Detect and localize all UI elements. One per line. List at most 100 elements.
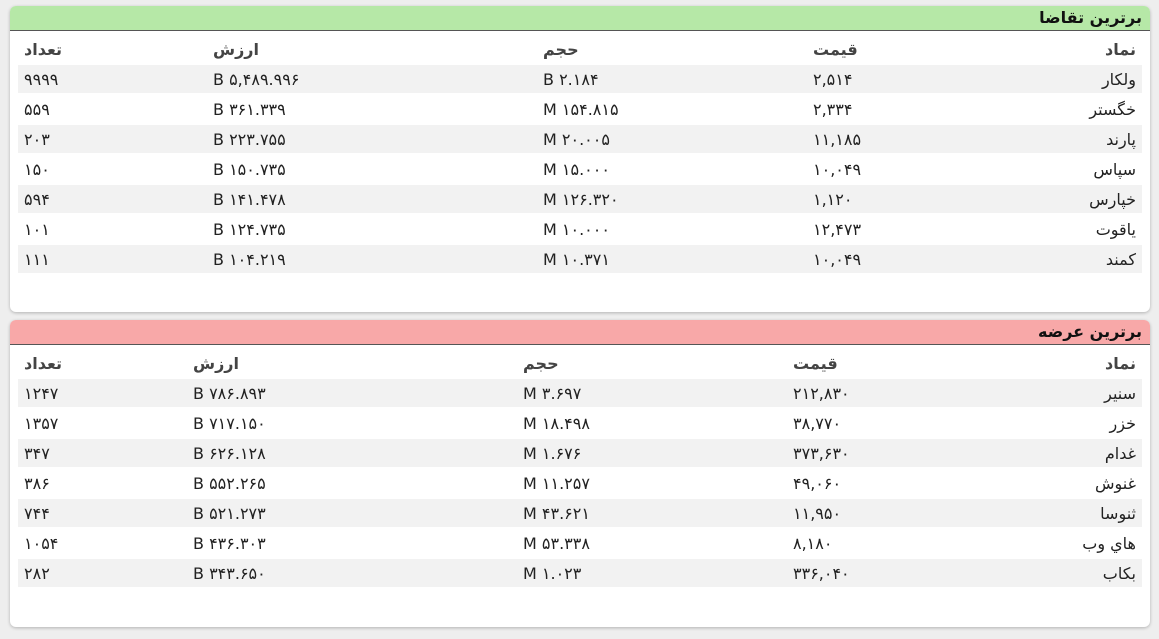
cell-value: ۵,۴۸۹.۹۹۶ B [207,65,537,93]
table-row[interactable]: ولكار ۲,۵۱۴ ۲.۱۸۴ B ۵,۴۸۹.۹۹۶ B ۹۹۹۹ [18,65,1142,93]
cell-count: ۵۵۹ [24,99,50,119]
cell-volume: ۵۳.۳۳۸ M [523,533,590,553]
cell-price: ۲,۳۳۴ [813,99,853,119]
cell-value: ۵۲۱.۲۷۳ B [187,499,517,527]
cell-symbol: خزر [1109,413,1136,433]
cell-count: ۲۰۳ [18,125,207,153]
cell-symbol: غدام [982,439,1142,467]
cell-value: ۱۲۴.۷۳۵ B [213,219,286,239]
cell-volume: ۲.۱۸۴ B [537,65,807,93]
top-supply-panel: برترين عرضه نماد قيمت حجم ارزش تعداد سني… [10,320,1150,627]
cell-count: ۳۸۶ [24,473,50,493]
cell-symbol: ياقوت [1095,219,1136,239]
cell-count: ۷۴۴ [18,499,187,527]
cell-price: ۲,۵۱۴ [807,65,982,93]
cell-price: ۳۳۶,۰۴۰ [787,559,982,587]
cell-volume: ۱۰.۰۰۰ M [543,219,610,239]
table-row[interactable]: سنير ۲۱۲,۸۳۰ ۳.۶۹۷ M ۷۸۶.۸۹۳ B ۱۲۴۷ [18,379,1142,407]
cell-value: ۶۲۶.۱۲۸ B [187,439,517,467]
cell-count: ۱۱۱ [18,245,207,273]
table-row[interactable]: بكاب ۳۳۶,۰۴۰ ۱.۰۲۳ M ۳۴۳.۶۵۰ B ۲۸۲ [18,559,1142,587]
top-demand-panel: برترين تقاضا نماد قيمت حجم ارزش تعداد ول… [10,6,1150,312]
cell-value: ۱۵۰.۷۳۵ B [213,159,286,179]
cell-value: ۲۲۳.۷۵۵ B [207,125,537,153]
cell-volume: ۲۰.۰۰۵ M [537,125,807,153]
cell-count: ۱۵۰ [24,159,50,179]
cell-volume: ۱۲۶.۳۲۰ M [537,185,807,213]
cell-volume: ۱۱.۲۵۷ M [523,473,590,493]
cell-price: ۳۷۳,۶۳۰ [787,439,982,467]
top-demand-table: نماد قيمت حجم ارزش تعداد ولكار ۲,۵۱۴ ۲.۱۸۴… [18,33,1142,275]
cell-symbol: خپارس [982,185,1142,213]
cell-volume: ۱.۰۲۳ M [517,559,787,587]
table-row[interactable]: كمند ۱۰,۰۴۹ ۱۰.۳۷۱ M ۱۰۴.۲۱۹ B ۱۱۱ [18,245,1142,273]
table-row[interactable]: غنوش ۴۹,۰۶۰ ۱۱.۲۵۷ M ۵۵۲.۲۶۵ B ۳۸۶ [18,469,1142,497]
table-row[interactable]: خزر ۳۸,۷۷۰ ۱۸.۴۹۸ M ۷۱۷.۱۵۰ B ۱۳۵۷ [18,409,1142,437]
column-header-symbol: نماد [1105,353,1136,373]
cell-value: ۷۱۷.۱۵۰ B [193,413,266,433]
table-row[interactable]: سپاس ۱۰,۰۴۹ ۱۵.۰۰۰ M ۱۵۰.۷۳۵ B ۱۵۰ [18,155,1142,183]
cell-value: ۵۵۲.۲۶۵ B [193,473,266,493]
cell-symbol: پارند [982,125,1142,153]
table-row[interactable]: غدام ۳۷۳,۶۳۰ ۱.۶۷۶ M ۶۲۶.۱۲۸ B ۳۴۷ [18,439,1142,467]
cell-symbol: كمند [982,245,1142,273]
column-header-value: ارزش [213,39,259,59]
table-row[interactable]: ياقوت ۱۲,۴۷۳ ۱۰.۰۰۰ M ۱۲۴.۷۳۵ B ۱۰۱ [18,215,1142,243]
cell-volume: ۱۵۴.۸۱۵ M [543,99,619,119]
cell-volume: ۱.۶۷۶ M [517,439,787,467]
top-demand-title: برترين تقاضا [10,6,1150,31]
cell-symbol: غنوش [1095,473,1136,493]
cell-price: ۱۱,۱۸۵ [807,125,982,153]
cell-count: ۵۹۴ [18,185,207,213]
cell-price: ۲۱۲,۸۳۰ [787,379,982,407]
cell-price: ۱,۱۲۰ [807,185,982,213]
cell-count: ۳۴۷ [18,439,187,467]
cell-symbol: خگستر [1089,99,1136,119]
table-row[interactable]: هاي وب ۸,۱۸۰ ۵۳.۳۳۸ M ۴۳۶.۳۰۳ B ۱۰۵۴ [18,529,1142,557]
cell-count: ۹۹۹۹ [18,65,207,93]
cell-count: ۱۳۵۷ [24,413,59,433]
cell-count: ۲۸۲ [18,559,187,587]
cell-price: ۱۱,۹۵۰ [787,499,982,527]
column-header-price: قيمت [793,353,838,373]
top-supply-title: برترين عرضه [10,320,1150,345]
cell-count: ۱۰۵۴ [24,533,59,553]
cell-symbol: ولكار [982,65,1142,93]
column-header-count: تعداد [24,353,62,373]
cell-volume: ۱۰.۳۷۱ M [537,245,807,273]
column-header-count: تعداد [24,39,62,59]
cell-symbol: بكاب [982,559,1142,587]
table-row[interactable]: خپارس ۱,۱۲۰ ۱۲۶.۳۲۰ M ۱۴۱.۴۷۸ B ۵۹۴ [18,185,1142,213]
cell-symbol: سنير [982,379,1142,407]
cell-symbol: سپاس [1093,159,1136,179]
column-header-symbol: نماد [1105,39,1136,59]
column-header-price: قيمت [813,39,858,59]
cell-price: ۴۹,۰۶۰ [793,473,842,493]
cell-value: ۱۴۱.۴۷۸ B [207,185,537,213]
cell-value: ۳۶۱.۳۳۹ B [213,99,286,119]
cell-volume: ۳.۶۹۷ M [517,379,787,407]
cell-price: ۸,۱۸۰ [793,533,833,553]
cell-price: ۱۰,۰۴۹ [807,245,982,273]
cell-price: ۱۲,۴۷۳ [813,219,862,239]
top-supply-table: نماد قيمت حجم ارزش تعداد سنير ۲۱۲,۸۳۰ ۳.۶۹… [18,347,1142,589]
cell-symbol: ثنوسا [982,499,1142,527]
cell-value: ۱۰۴.۲۱۹ B [207,245,537,273]
table-row[interactable]: پارند ۱۱,۱۸۵ ۲۰.۰۰۵ M ۲۲۳.۷۵۵ B ۲۰۳ [18,125,1142,153]
cell-volume: ۱۵.۰۰۰ M [543,159,610,179]
cell-price: ۱۰,۰۴۹ [813,159,862,179]
cell-symbol: هاي وب [1082,533,1136,553]
cell-count: ۱۰۱ [24,219,50,239]
cell-volume: ۱۸.۴۹۸ M [523,413,590,433]
cell-price: ۳۸,۷۷۰ [793,413,842,433]
table-row[interactable]: ثنوسا ۱۱,۹۵۰ ۴۳.۶۲۱ M ۵۲۱.۲۷۳ B ۷۴۴ [18,499,1142,527]
table-row[interactable]: خگستر ۲,۳۳۴ ۱۵۴.۸۱۵ M ۳۶۱.۳۳۹ B ۵۵۹ [18,95,1142,123]
cell-value: ۷۸۶.۸۹۳ B [187,379,517,407]
cell-value: ۳۴۳.۶۵۰ B [187,559,517,587]
column-header-volume: حجم [543,39,579,59]
cell-count: ۱۲۴۷ [18,379,187,407]
table-header-row: نماد قيمت حجم ارزش تعداد [18,349,1142,377]
column-header-volume: حجم [523,353,559,373]
table-header-row: نماد قيمت حجم ارزش تعداد [18,35,1142,63]
cell-value: ۴۳۶.۳۰۳ B [193,533,266,553]
